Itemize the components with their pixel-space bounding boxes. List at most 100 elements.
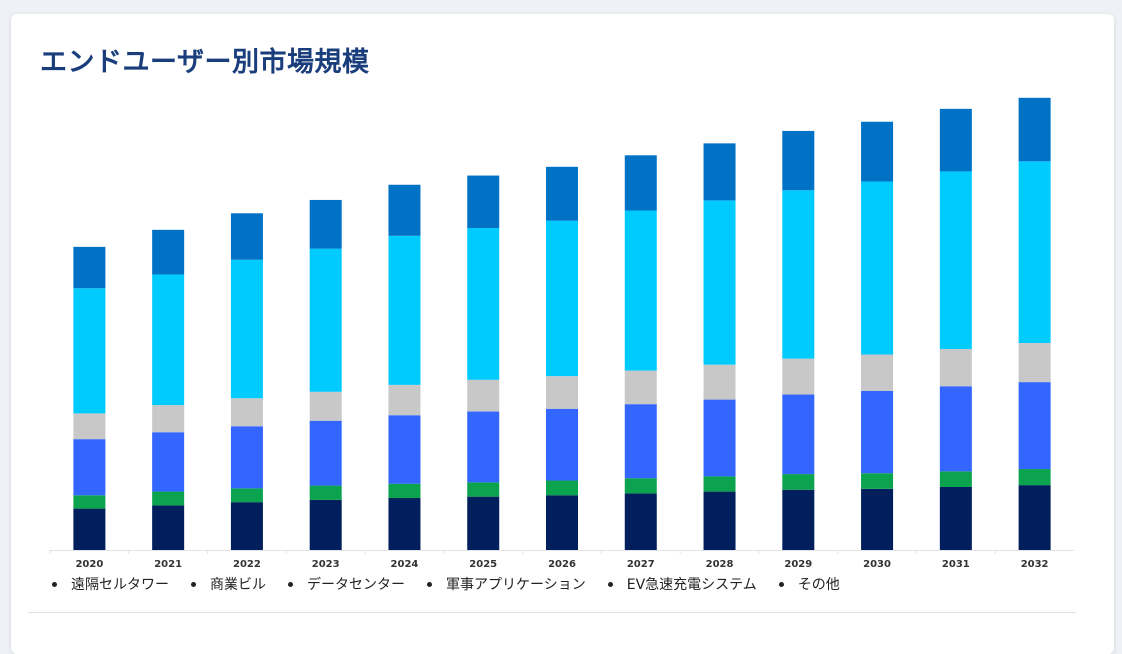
bar-segment-2026-series-2 xyxy=(546,408,578,481)
bar-segment-2023-series-1 xyxy=(309,485,342,500)
bar-segment-2030-series-2 xyxy=(861,390,894,474)
bar-segment-2023-series-0 xyxy=(309,499,342,550)
bar-segment-2025-series-3 xyxy=(467,379,500,412)
bar-segment-2025-series-2 xyxy=(467,411,500,483)
bar-segment-2021-series-2 xyxy=(152,432,185,492)
bar-segment-2026-series-3 xyxy=(546,376,578,409)
legend-item-5: その他 xyxy=(778,574,840,594)
bar-stack-2026 xyxy=(546,166,578,550)
bar-segment-2025-series-4 xyxy=(467,228,500,380)
bar-segment-2022-series-5 xyxy=(230,213,263,260)
bar-segment-2030-series-3 xyxy=(861,354,894,391)
bar-segment-2030-series-1 xyxy=(861,473,894,489)
legend-bullet xyxy=(607,581,613,587)
bar-segment-2029-series-1 xyxy=(782,474,815,490)
x-tick-label-2031: 2031 xyxy=(942,559,970,570)
x-tick-label-2025: 2025 xyxy=(469,559,497,570)
bar-segment-2031-series-4 xyxy=(939,171,972,349)
bar-segment-2020-series-5 xyxy=(73,246,106,289)
x-tick-label-2024: 2024 xyxy=(391,559,419,570)
bar-segment-2022-series-3 xyxy=(230,398,263,427)
bar-segment-2029-series-0 xyxy=(782,489,815,550)
legend-bullet xyxy=(52,581,57,587)
legend-label: 商業ビル xyxy=(210,577,266,593)
bar-segment-2026-series-0 xyxy=(546,495,578,550)
bar-segment-2020-series-3 xyxy=(73,413,106,440)
legend-label: EV急速充電システム xyxy=(626,577,757,593)
bar-segment-2022-series-2 xyxy=(230,426,263,489)
legend-bullet xyxy=(288,581,293,587)
legend-item-1: 商業ビル xyxy=(191,574,266,594)
bar-segment-2022-series-4 xyxy=(230,259,263,399)
bar-stack-2025 xyxy=(467,175,500,550)
bar-stack-2027 xyxy=(624,155,657,550)
bar-segment-2023-series-5 xyxy=(309,199,342,249)
bar-segment-2030-series-0 xyxy=(861,488,894,550)
bar-segment-2031-series-2 xyxy=(939,386,972,472)
bar-segment-2025-series-0 xyxy=(467,496,500,550)
bar-segment-2027-series-4 xyxy=(624,210,657,371)
x-tick-label-2027: 2027 xyxy=(627,559,655,570)
legend-item-2: データセンター xyxy=(288,574,405,594)
bar-segment-2022-series-0 xyxy=(230,502,263,550)
bar-segment-2024-series-1 xyxy=(388,483,421,499)
bar-segment-2023-series-2 xyxy=(309,420,342,486)
bar-segment-2030-series-4 xyxy=(861,181,894,355)
bar-segment-2021-series-4 xyxy=(152,274,185,406)
bar-segment-2028-series-4 xyxy=(703,200,736,365)
legend-item-3: 軍事アプリケーション xyxy=(427,574,586,594)
x-tick-label-2028: 2028 xyxy=(706,559,734,570)
x-tick-label-2032: 2032 xyxy=(1021,559,1049,570)
legend-bullet xyxy=(778,581,784,587)
x-tick-label-2030: 2030 xyxy=(863,559,891,570)
bar-segment-2024-series-2 xyxy=(388,415,421,484)
bottom-divider xyxy=(28,612,1076,613)
bar-segment-2021-series-5 xyxy=(152,229,185,275)
legend-label: その他 xyxy=(797,577,840,593)
legend-label: データセンター xyxy=(307,577,405,593)
bar-segment-2028-series-2 xyxy=(703,399,736,477)
bar-segment-2032-series-3 xyxy=(1018,343,1051,383)
bar-segment-2028-series-3 xyxy=(703,364,736,400)
bar-segment-2024-series-5 xyxy=(388,184,421,236)
bar-segment-2021-series-0 xyxy=(152,505,185,550)
bar-segment-2029-series-3 xyxy=(782,358,815,395)
bar-stack-2030 xyxy=(861,121,894,550)
bar-segment-2031-series-3 xyxy=(939,348,972,387)
bar-segment-2027-series-5 xyxy=(624,155,657,211)
page-title: エンドユーザー別市場規模 xyxy=(40,47,370,78)
x-tick-label-2021: 2021 xyxy=(154,559,182,570)
bar-stack-2024 xyxy=(388,184,421,550)
bar-segment-2023-series-3 xyxy=(309,391,342,421)
bar-stack-2021 xyxy=(152,229,185,550)
chart-legend: 遠隔セルタワー 商業ビル データセンター 軍事アプリケーション EV急速充電システム その… xyxy=(52,574,862,594)
bar-segment-2027-series-3 xyxy=(624,370,657,405)
bar-segment-2021-series-3 xyxy=(152,405,185,433)
x-tick-label-2022: 2022 xyxy=(233,559,261,570)
bar-segment-2031-series-5 xyxy=(939,108,972,172)
bar-segment-2029-series-4 xyxy=(782,190,815,359)
bar-segment-2020-series-2 xyxy=(73,439,106,496)
legend-item-0: 遠隔セルタワー xyxy=(52,574,169,594)
bar-segment-2024-series-4 xyxy=(388,235,421,385)
bar-segment-2028-series-5 xyxy=(703,143,736,201)
bar-segment-2032-series-1 xyxy=(1018,469,1051,486)
bar-segment-2032-series-4 xyxy=(1018,161,1051,343)
bar-stack-2028 xyxy=(703,143,736,550)
bar-segment-2028-series-0 xyxy=(703,491,736,550)
bar-segment-2032-series-5 xyxy=(1018,97,1051,162)
bar-segment-2031-series-1 xyxy=(939,471,972,487)
bar-segment-2029-series-2 xyxy=(782,394,815,475)
legend-bullet xyxy=(427,581,432,587)
bar-segment-2027-series-1 xyxy=(624,478,657,494)
bar-segment-2030-series-5 xyxy=(861,121,894,182)
bar-segment-2022-series-1 xyxy=(230,488,263,503)
bar-stack-2023 xyxy=(309,199,342,550)
bar-segment-2025-series-5 xyxy=(467,175,500,228)
bar-segment-2023-series-4 xyxy=(309,248,342,392)
legend-bullet xyxy=(191,581,196,587)
bar-segment-2028-series-1 xyxy=(703,476,736,492)
bar-stack-2020 xyxy=(73,246,106,550)
bar-segment-2024-series-3 xyxy=(388,384,421,416)
bar-segment-2032-series-0 xyxy=(1018,485,1051,550)
